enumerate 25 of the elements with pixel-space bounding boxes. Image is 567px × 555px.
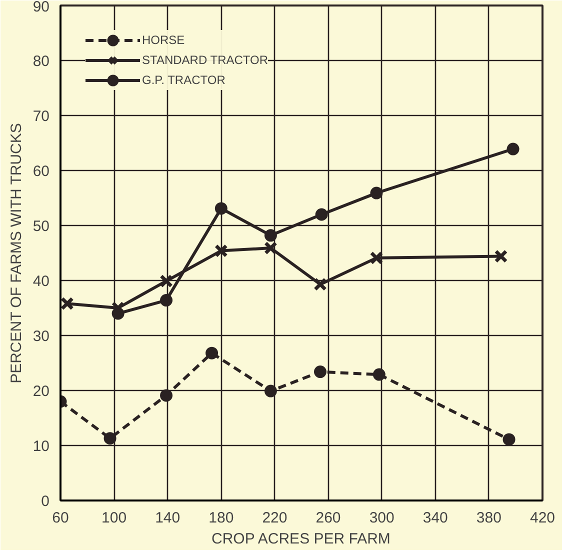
y-tick-label: 50 bbox=[32, 218, 50, 235]
x-axis-title: CROP ACRES PER FARM bbox=[211, 530, 390, 548]
y-tick-label: 0 bbox=[41, 493, 50, 510]
x-tick-label: 300 bbox=[369, 510, 394, 526]
x-tick-label: 340 bbox=[422, 510, 448, 526]
y-tick-label: 90 bbox=[32, 0, 50, 16]
y-tick-label: 40 bbox=[32, 273, 50, 290]
y-tick-label: 60 bbox=[32, 163, 50, 180]
x-tick-label: 380 bbox=[476, 510, 502, 526]
y-axis-title: PERCENT OF FARMS WITH TRUCKS bbox=[8, 123, 25, 384]
y-tick-label: 30 bbox=[32, 328, 50, 345]
x-tick-label: 420 bbox=[530, 510, 556, 526]
y-tick-label: 80 bbox=[32, 53, 50, 70]
x-tick-label: 60 bbox=[52, 510, 69, 526]
y-tick-label: 10 bbox=[32, 438, 50, 455]
legend-label: STANDARD TRACTOR bbox=[142, 53, 268, 67]
x-tick-label: 140 bbox=[155, 510, 180, 526]
legend-label: HORSE bbox=[142, 33, 185, 47]
legend-label: G.P. TRACTOR bbox=[142, 73, 226, 87]
x-tick-label: 180 bbox=[208, 510, 234, 526]
x-tick-label: 220 bbox=[262, 510, 288, 526]
x-tick-label: 260 bbox=[316, 510, 341, 526]
y-tick-label: 70 bbox=[32, 108, 50, 125]
x-tick-label: 100 bbox=[102, 510, 127, 526]
y-tick-label: 20 bbox=[32, 383, 50, 400]
